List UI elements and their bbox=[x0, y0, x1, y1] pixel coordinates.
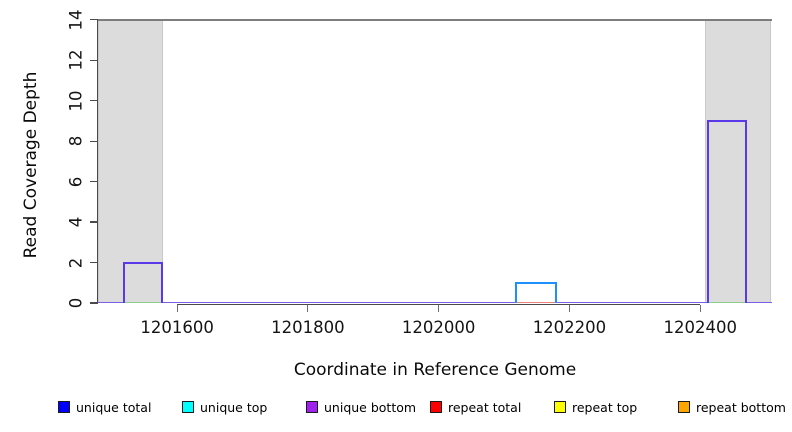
x-tick-label: 1202400 bbox=[663, 318, 737, 337]
legend-item-repeat-total: repeat total bbox=[430, 399, 522, 415]
y-axis-tick bbox=[89, 302, 97, 304]
coverage-base-line bbox=[515, 301, 558, 304]
legend-swatch-repeat-total bbox=[430, 401, 442, 413]
legend-swatch-repeat-top bbox=[554, 401, 566, 413]
legend-item-repeat-bottom: repeat bottom bbox=[678, 399, 786, 415]
legend-swatch-unique-top bbox=[182, 401, 194, 413]
y-axis-tick bbox=[89, 19, 97, 21]
y-axis-tick bbox=[89, 221, 97, 223]
y-axis-tick bbox=[89, 261, 97, 264]
legend-item-unique-top: unique top bbox=[182, 399, 268, 415]
x-tick-label: 1202000 bbox=[401, 318, 476, 337]
x-tick-label: 1201600 bbox=[140, 318, 214, 337]
legend-label: repeat bottom bbox=[696, 399, 786, 415]
coverage-bar bbox=[515, 281, 558, 303]
x-axis-tick bbox=[438, 304, 440, 312]
x-axis-tick bbox=[307, 304, 309, 312]
y-axis-line bbox=[96, 19, 98, 305]
coverage-baseline bbox=[98, 301, 772, 304]
y-tick-label: 14 bbox=[66, 9, 86, 31]
legend-label: repeat total bbox=[448, 399, 522, 415]
y-axis-tick bbox=[89, 59, 97, 61]
y-tick-label: 6 bbox=[66, 176, 86, 187]
y-tick-label: 0 bbox=[66, 297, 86, 309]
x-axis-line bbox=[177, 303, 701, 305]
shaded-region bbox=[98, 19, 164, 303]
x-axis-tick bbox=[568, 304, 571, 312]
y-tick-label: 12 bbox=[66, 49, 86, 71]
legend-swatch-unique-total bbox=[58, 401, 70, 413]
coverage-base-line bbox=[122, 301, 163, 304]
legend-label: repeat top bbox=[572, 399, 638, 415]
y-tick-label: 2 bbox=[66, 257, 86, 268]
legend-label: unique bottom bbox=[324, 399, 417, 415]
x-axis-tick bbox=[176, 304, 178, 312]
y-axis-tick bbox=[89, 181, 97, 183]
legend-swatch-repeat-bottom bbox=[678, 401, 690, 413]
legend-item-unique-bottom: unique bottom bbox=[306, 399, 417, 415]
legend-swatch-unique-bottom bbox=[306, 401, 318, 413]
legend-label: unique total bbox=[76, 399, 152, 415]
x-tick-label: 1202200 bbox=[532, 318, 607, 337]
legend-item-repeat-top: repeat top bbox=[554, 399, 638, 415]
y-axis-title: Read Coverage Depth bbox=[21, 71, 41, 259]
shaded-region bbox=[705, 19, 772, 303]
coverage-bar bbox=[706, 119, 747, 303]
x-axis-tick bbox=[699, 304, 701, 312]
coverage-bar bbox=[122, 261, 163, 303]
max-depth-line bbox=[98, 19, 772, 21]
x-axis-title: Coordinate in Reference Genome bbox=[293, 360, 577, 380]
coverage-base-line bbox=[706, 301, 747, 304]
y-axis-tick bbox=[89, 140, 97, 142]
legend-item-unique-total: unique total bbox=[58, 399, 152, 415]
y-tick-label: 4 bbox=[66, 216, 86, 228]
y-axis-tick bbox=[89, 100, 97, 102]
y-tick-label: 8 bbox=[66, 135, 86, 147]
y-tick-label: 10 bbox=[66, 90, 86, 112]
legend-label: unique top bbox=[200, 399, 268, 415]
x-tick-label: 1201800 bbox=[271, 318, 345, 337]
